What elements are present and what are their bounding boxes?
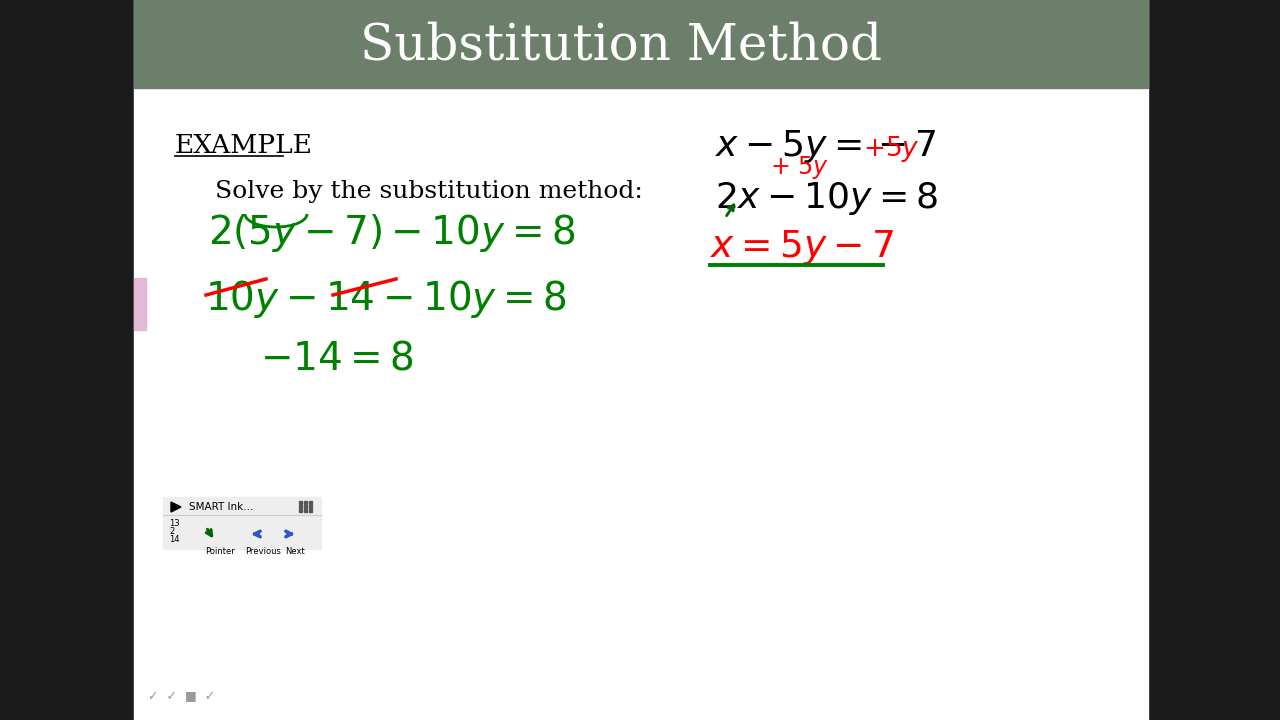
Bar (134, 0, 1148, 88)
Text: $+\ 5y$: $+\ 5y$ (771, 154, 828, 181)
Bar (134, 0, 1148, 720)
Text: $2x - 10y = 8$: $2x - 10y = 8$ (716, 180, 938, 217)
Bar (300, 505, 302, 508)
Bar (308, 505, 312, 508)
Text: Next: Next (285, 547, 305, 556)
Text: Solve by the substitution method:: Solve by the substitution method: (215, 180, 643, 203)
Text: SMART Ink...: SMART Ink... (189, 502, 253, 512)
Bar (300, 501, 302, 504)
Text: $-14 = 8$: $-14 = 8$ (260, 340, 413, 378)
Text: $10y - 14 - 10y = 8$: $10y - 14 - 10y = 8$ (205, 278, 567, 320)
Bar (305, 509, 307, 512)
Text: $x - 5y = -7$: $x - 5y = -7$ (716, 128, 937, 165)
Text: EXAMPLE: EXAMPLE (175, 133, 314, 158)
Bar (308, 509, 312, 512)
Text: Substitution Method: Substitution Method (360, 22, 882, 71)
Text: 2: 2 (169, 527, 174, 536)
Text: Previous: Previous (244, 547, 280, 556)
Bar (308, 501, 312, 504)
Text: $2(5y-7) - 10y = 8$: $2(5y-7) - 10y = 8$ (207, 212, 575, 254)
Text: $x = 5y - 7$: $x = 5y - 7$ (710, 228, 893, 267)
Bar (134, 278, 146, 330)
Text: Pointer: Pointer (205, 547, 234, 556)
Bar (305, 501, 307, 504)
Text: 13: 13 (169, 519, 179, 528)
Bar (163, 497, 321, 549)
Text: $+5y$: $+5y$ (863, 134, 920, 164)
Text: ✓  ✓  ■  ✓: ✓ ✓ ■ ✓ (148, 690, 215, 703)
Text: 14: 14 (169, 535, 179, 544)
Bar (305, 505, 307, 508)
Polygon shape (172, 502, 180, 512)
Bar (300, 509, 302, 512)
